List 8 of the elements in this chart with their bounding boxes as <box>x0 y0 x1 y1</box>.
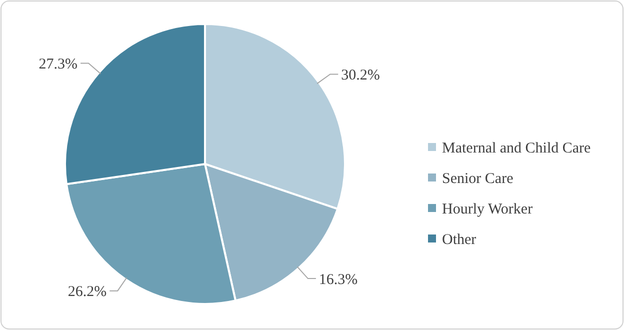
data-label: 16.3% <box>318 272 358 288</box>
data-label: 30.2% <box>341 68 380 84</box>
data-label: 26.2% <box>68 284 107 300</box>
legend-label: Other <box>442 232 476 248</box>
legend-label: Hourly Worker <box>442 201 533 218</box>
legend-label: Senior Care <box>442 170 514 187</box>
legend-label: Maternal and Child Care <box>442 140 592 156</box>
data-label: 27.3% <box>38 56 78 72</box>
